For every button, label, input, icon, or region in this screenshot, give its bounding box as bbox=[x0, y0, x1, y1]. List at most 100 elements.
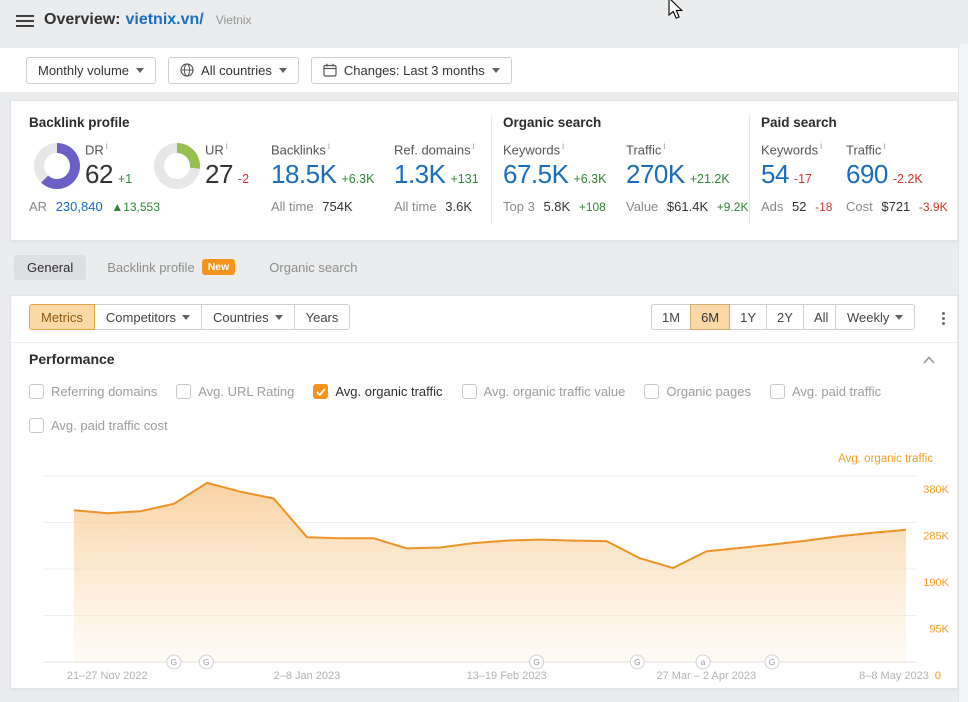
toggle-avg-organic-traffic-value[interactable]: Avg. organic traffic value bbox=[461, 384, 625, 399]
svg-text:285K: 285K bbox=[923, 531, 949, 543]
volume-dropdown[interactable]: Monthly volume bbox=[26, 56, 157, 84]
countries-dropdown[interactable]: All countries bbox=[168, 56, 299, 84]
globe-icon bbox=[180, 63, 194, 77]
metrics-button[interactable]: Metrics bbox=[29, 304, 95, 330]
svg-text:8–8 May 2023: 8–8 May 2023 bbox=[859, 670, 929, 682]
svg-text:27 Mar – 2 Apr 2023: 27 Mar – 2 Apr 2023 bbox=[656, 670, 756, 682]
algo-update-marker-G[interactable]: G bbox=[629, 654, 645, 670]
chevron-down-icon bbox=[136, 67, 145, 73]
interval-dropdown[interactable]: Weekly bbox=[835, 304, 916, 330]
checkbox-icon bbox=[461, 384, 477, 399]
info-icon[interactable]: i bbox=[883, 141, 886, 151]
toggle-label: Avg. organic traffic bbox=[335, 384, 443, 399]
checkbox-icon bbox=[29, 384, 44, 399]
countries-filter-dropdown[interactable]: Countries bbox=[200, 304, 295, 330]
scrollbar[interactable] bbox=[958, 44, 968, 702]
ref-domains-value[interactable]: 1.3K bbox=[394, 159, 446, 190]
algo-update-marker-a[interactable]: a bbox=[695, 654, 711, 670]
svg-text:G: G bbox=[769, 657, 776, 667]
range-all[interactable]: All bbox=[802, 304, 840, 330]
metric-dr: DR i 62 +1 bbox=[85, 141, 132, 190]
info-icon[interactable]: i bbox=[820, 141, 823, 151]
svg-text:21–27 Nov 2022: 21–27 Nov 2022 bbox=[67, 670, 148, 682]
toggle-avg-organic-traffic[interactable]: Avg. organic traffic bbox=[313, 384, 443, 399]
competitors-dropdown[interactable]: Competitors bbox=[93, 304, 202, 330]
metric-label: Traffic bbox=[846, 142, 882, 158]
divider bbox=[491, 115, 492, 225]
sub-value[interactable]: $61.4K bbox=[666, 199, 709, 214]
svg-text:95K: 95K bbox=[929, 624, 949, 636]
paid-ads-row: Ads 52 -18 bbox=[761, 199, 832, 214]
menu-icon[interactable] bbox=[16, 15, 34, 28]
ur-donut-gauge bbox=[154, 143, 200, 189]
paid-traffic-value[interactable]: 690 bbox=[846, 159, 888, 190]
svg-text:190K: 190K bbox=[923, 577, 949, 589]
project-name: Vietnix bbox=[215, 13, 252, 27]
info-icon[interactable]: i bbox=[327, 141, 330, 151]
range-1m[interactable]: 1M bbox=[651, 304, 692, 330]
calendar-icon bbox=[323, 63, 337, 77]
toggle-label: Referring domains bbox=[51, 384, 158, 399]
performance-chart[interactable]: 380K 285K 190K 95K 0 21–27 Nov 2022 2–8 Jan 2… bbox=[27, 466, 952, 691]
years-label: Years bbox=[305, 309, 339, 325]
metric-organic-traffic: Traffic i 270K +21.2K bbox=[626, 141, 730, 190]
checkbox-checked-icon bbox=[313, 384, 329, 399]
sub-delta: +108 bbox=[578, 200, 606, 214]
ur-value[interactable]: 27 bbox=[205, 159, 233, 190]
algo-update-marker-G[interactable]: G bbox=[529, 654, 545, 670]
svg-text:G: G bbox=[634, 657, 641, 667]
more-options-icon[interactable] bbox=[935, 309, 951, 327]
sub-label: All time bbox=[271, 199, 314, 214]
sub-value[interactable]: 3.6K bbox=[445, 199, 472, 214]
ar-delta: ▲13,553 bbox=[111, 200, 160, 214]
changes-dropdown[interactable]: Changes: Last 3 months bbox=[310, 56, 512, 84]
tab-backlink-profile[interactable]: Backlink profile New bbox=[94, 254, 248, 280]
range-2y[interactable]: 2Y bbox=[766, 304, 804, 330]
metric-ur: UR i 27 -2 bbox=[205, 141, 249, 190]
paid-keywords-value[interactable]: 54 bbox=[761, 159, 789, 190]
sub-value[interactable]: $721 bbox=[881, 199, 911, 214]
sub-value[interactable]: 754K bbox=[322, 199, 353, 214]
organic-traffic-value[interactable]: 270K bbox=[626, 159, 685, 190]
paid-cost-row: Cost $721 -3.9K bbox=[846, 199, 948, 214]
divider bbox=[11, 342, 957, 343]
dr-value[interactable]: 62 bbox=[85, 159, 113, 190]
toggle-organic-pages[interactable]: Organic pages bbox=[644, 384, 751, 399]
ar-value[interactable]: 230,840 bbox=[55, 199, 103, 214]
chevron-down-icon bbox=[181, 314, 190, 320]
toggle-avg-paid-traffic[interactable]: Avg. paid traffic bbox=[769, 384, 881, 399]
info-icon[interactable]: i bbox=[472, 141, 475, 151]
target-domain-link[interactable]: vietnix.vn/ bbox=[125, 11, 204, 28]
info-icon[interactable]: i bbox=[562, 141, 565, 151]
toggle-avg-url-rating[interactable]: Avg. URL Rating bbox=[176, 384, 294, 399]
sub-value[interactable]: 52 bbox=[792, 199, 807, 214]
years-button[interactable]: Years bbox=[293, 304, 351, 330]
collapse-chevron-icon[interactable] bbox=[923, 356, 935, 364]
info-icon[interactable]: i bbox=[225, 141, 228, 151]
algo-update-marker-G[interactable]: G bbox=[764, 654, 780, 670]
metric-organic-keywords: Keywords i 67.5K +6.3K bbox=[503, 141, 606, 190]
range-1y[interactable]: 1Y bbox=[729, 304, 768, 330]
algo-update-marker-G[interactable]: G bbox=[198, 654, 214, 670]
sub-delta: -3.9K bbox=[918, 200, 948, 214]
interval-label: Weekly bbox=[847, 309, 890, 325]
info-icon[interactable]: i bbox=[105, 141, 108, 151]
toggle-avg-paid-traffic-cost[interactable]: Avg. paid traffic cost bbox=[29, 418, 168, 433]
paid-keywords-delta: -17 bbox=[793, 172, 812, 187]
backlinks-value[interactable]: 18.5K bbox=[271, 159, 337, 190]
toggle-label: Organic pages bbox=[666, 384, 751, 399]
algo-update-marker-G[interactable]: G bbox=[166, 654, 182, 670]
backlinks-delta: +6.3K bbox=[341, 172, 375, 187]
metric-label: DR bbox=[85, 142, 104, 158]
tab-general[interactable]: General bbox=[14, 254, 87, 280]
page-title-label: Overview: bbox=[44, 11, 121, 28]
tab-organic-search[interactable]: Organic search bbox=[256, 255, 370, 280]
sub-value[interactable]: 5.8K bbox=[543, 199, 571, 214]
checkbox-icon bbox=[176, 384, 192, 399]
info-icon[interactable]: i bbox=[663, 141, 666, 151]
organic-keywords-value[interactable]: 67.5K bbox=[503, 159, 569, 190]
checkbox-icon bbox=[769, 384, 785, 399]
toggle-referring-domains[interactable]: Referring domains bbox=[29, 384, 157, 399]
range-6m[interactable]: 6M bbox=[690, 304, 731, 330]
